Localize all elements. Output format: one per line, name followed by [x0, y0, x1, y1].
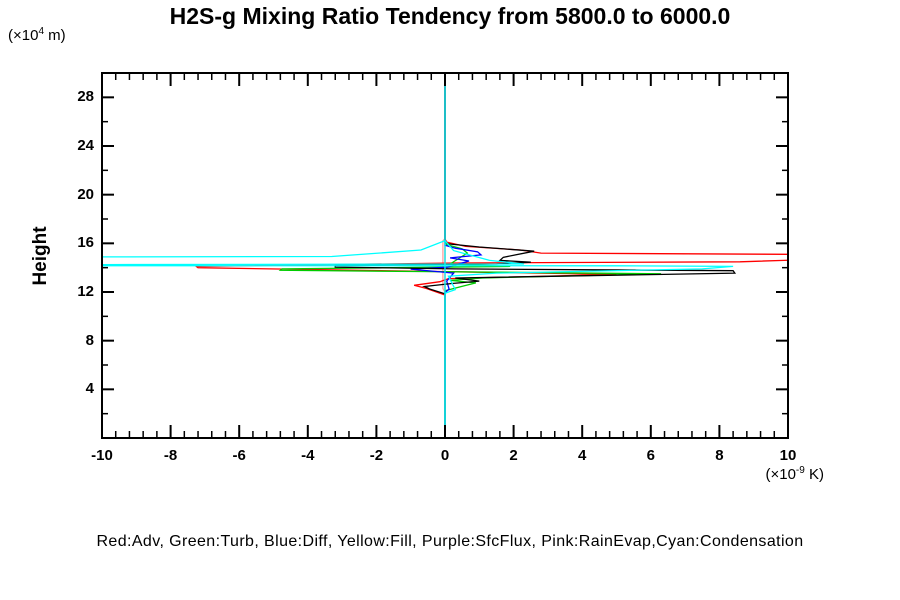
y-unit-prefix: (×10 [8, 27, 39, 44]
y-tick-label: 24 [77, 137, 94, 154]
legend-text: Red:Adv, Green:Turb, Blue:Diff, Yellow:F… [96, 533, 804, 550]
x-tick-label: -6 [232, 447, 246, 464]
series-cyan-condensation [102, 239, 734, 438]
y-unit-suffix: m) [44, 27, 66, 44]
x-unit-exponent: -9 [795, 465, 805, 476]
x-tick-label: 8 [715, 447, 724, 464]
curves-group [102, 73, 788, 438]
ticks-group [101, 73, 789, 438]
x-tick-label: -4 [301, 447, 315, 464]
y-unit-exponent: 4 [38, 26, 45, 37]
x-tick-label: 4 [578, 447, 587, 464]
x-axis-unit-label: (×10-9 K) [765, 465, 824, 484]
series-green-turb [278, 73, 662, 438]
x-tick-label: 10 [779, 447, 797, 464]
x-tick-label: -2 [369, 447, 384, 464]
x-tick-label: 0 [440, 447, 450, 464]
y-tick-label: 8 [85, 331, 94, 349]
x-tick-label: -10 [91, 447, 113, 464]
series-black-total [334, 73, 737, 438]
y-axis-unit-label: (×104 m) [8, 26, 66, 45]
y-tick-label: 20 [77, 185, 94, 203]
x-tick-label: 6 [646, 447, 655, 464]
x-unit-prefix: (×10 [765, 466, 796, 483]
x-tick-label: 2 [509, 447, 518, 464]
y-tick-label: 4 [85, 380, 94, 398]
y-tick-label: 16 [77, 234, 94, 252]
y-tick-label: 28 [77, 88, 94, 106]
y-tick-label: 12 [77, 283, 94, 300]
chart-title: H2S-g Mixing Ratio Tendency from 5800.0 … [169, 3, 731, 29]
x-unit-suffix: K) [804, 466, 824, 483]
x-tick-label: -8 [163, 447, 178, 464]
